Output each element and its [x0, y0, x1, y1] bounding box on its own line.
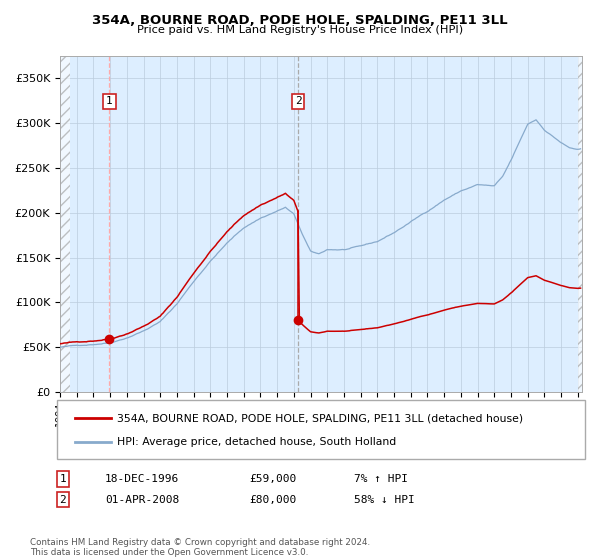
- Text: 354A, BOURNE ROAD, PODE HOLE, SPALDING, PE11 3LL: 354A, BOURNE ROAD, PODE HOLE, SPALDING, …: [92, 14, 508, 27]
- Text: 1: 1: [106, 96, 113, 106]
- Text: 354A, BOURNE ROAD, PODE HOLE, SPALDING, PE11 3LL (detached house): 354A, BOURNE ROAD, PODE HOLE, SPALDING, …: [117, 413, 523, 423]
- Text: Contains HM Land Registry data © Crown copyright and database right 2024.
This d: Contains HM Land Registry data © Crown c…: [30, 538, 370, 557]
- Bar: [578, 56, 582, 392]
- Text: 2: 2: [295, 96, 301, 106]
- Text: £80,000: £80,000: [249, 494, 296, 505]
- Text: 18-DEC-1996: 18-DEC-1996: [105, 474, 179, 484]
- Text: 2: 2: [59, 494, 67, 505]
- Bar: [60, 56, 70, 392]
- Text: 7% ↑ HPI: 7% ↑ HPI: [354, 474, 408, 484]
- Text: 01-APR-2008: 01-APR-2008: [105, 494, 179, 505]
- Text: 1: 1: [59, 474, 67, 484]
- Text: 58% ↓ HPI: 58% ↓ HPI: [354, 494, 415, 505]
- Text: £59,000: £59,000: [249, 474, 296, 484]
- Text: Price paid vs. HM Land Registry's House Price Index (HPI): Price paid vs. HM Land Registry's House …: [137, 25, 463, 35]
- Text: HPI: Average price, detached house, South Holland: HPI: Average price, detached house, Sout…: [117, 436, 396, 446]
